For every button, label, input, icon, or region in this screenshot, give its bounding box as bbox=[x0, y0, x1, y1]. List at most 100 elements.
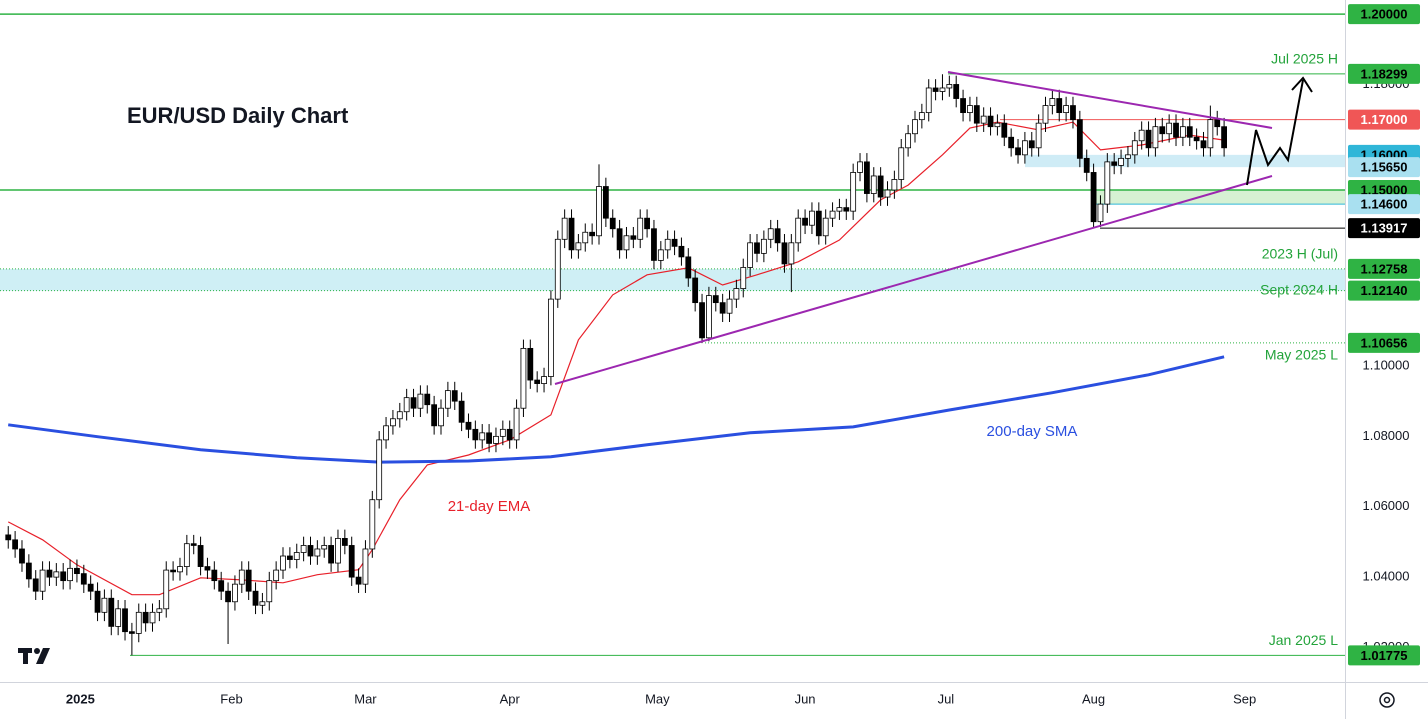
level-label: 1.15000 bbox=[1361, 182, 1408, 197]
level-box bbox=[1348, 258, 1420, 279]
candle-body bbox=[424, 393, 431, 406]
candle-body bbox=[939, 87, 946, 92]
level-box bbox=[1348, 645, 1420, 666]
candle-body bbox=[575, 242, 582, 251]
candle-body bbox=[335, 538, 341, 564]
candle-body bbox=[5, 534, 12, 541]
candle-body bbox=[623, 235, 630, 251]
candle-body bbox=[967, 105, 973, 114]
candle-body bbox=[238, 569, 245, 585]
arrow-head bbox=[1291, 76, 1313, 93]
candle-body bbox=[932, 87, 939, 92]
candle-body bbox=[19, 548, 25, 564]
candle-body bbox=[1076, 119, 1083, 159]
candle-body bbox=[987, 115, 994, 128]
level-box bbox=[1348, 109, 1420, 130]
candle-body bbox=[225, 590, 231, 603]
candle-body bbox=[884, 189, 891, 198]
level-box bbox=[1348, 332, 1420, 353]
candle-body bbox=[307, 545, 314, 557]
level-label: 1.01775 bbox=[1361, 648, 1408, 663]
candle-body bbox=[829, 210, 836, 219]
candle-body bbox=[156, 608, 163, 613]
candle-body bbox=[465, 421, 472, 430]
candle-body bbox=[589, 231, 596, 237]
level-label: 1.17000 bbox=[1361, 112, 1408, 127]
candle-body bbox=[809, 210, 815, 226]
x-tick-label: Jul bbox=[938, 691, 955, 706]
candle-body bbox=[850, 172, 857, 212]
candle-body bbox=[1111, 161, 1118, 166]
candle-body bbox=[795, 217, 802, 244]
settings-icon[interactable] bbox=[1379, 692, 1395, 708]
candle-body bbox=[122, 608, 128, 633]
zone bbox=[1095, 190, 1345, 205]
candle-body bbox=[692, 277, 699, 304]
candle-body bbox=[671, 238, 678, 247]
candle-body bbox=[719, 302, 726, 314]
candle-body bbox=[651, 228, 657, 261]
candle-body bbox=[39, 569, 46, 592]
y-tick-label: 1.04000 bbox=[1363, 569, 1410, 584]
candle-body bbox=[644, 217, 650, 230]
level-box bbox=[1348, 194, 1420, 215]
candle-body bbox=[245, 569, 252, 592]
candle-body bbox=[815, 210, 822, 237]
candle-body bbox=[321, 545, 328, 550]
candle-body bbox=[1090, 172, 1097, 223]
level-label: 1.12140 bbox=[1361, 283, 1408, 298]
x-tick-label: Apr bbox=[500, 691, 521, 706]
x-tick-label: 2025 bbox=[66, 691, 95, 706]
candle-body bbox=[438, 407, 444, 427]
level-box bbox=[1348, 63, 1420, 84]
candle-body bbox=[128, 631, 135, 634]
candle-body bbox=[802, 217, 808, 226]
candle-body bbox=[740, 267, 747, 289]
candle-body bbox=[94, 590, 101, 613]
level-label: 1.10656 bbox=[1361, 335, 1408, 350]
candle-body bbox=[12, 539, 19, 550]
y-tick-label: 1.06000 bbox=[1363, 498, 1410, 513]
candle-body bbox=[46, 569, 53, 578]
candle-body bbox=[788, 242, 795, 265]
candle-body bbox=[870, 175, 877, 194]
candle-body bbox=[1042, 105, 1049, 124]
candle-body bbox=[905, 133, 912, 149]
candle-body bbox=[1214, 119, 1221, 128]
candle-body bbox=[108, 597, 115, 627]
candle-body bbox=[403, 397, 410, 413]
candle-body bbox=[822, 217, 829, 237]
candle-body bbox=[561, 217, 568, 240]
candle-body bbox=[836, 207, 843, 212]
candle-body bbox=[548, 298, 554, 377]
candle-body bbox=[726, 298, 733, 314]
candle-body bbox=[863, 161, 870, 194]
ma-line bbox=[8, 355, 1225, 464]
candle-body bbox=[994, 122, 1001, 128]
candle-body bbox=[177, 566, 183, 573]
annotation: 2023 H (Jul) bbox=[1262, 246, 1338, 262]
candle-body bbox=[973, 105, 980, 124]
candle-body bbox=[314, 548, 321, 557]
candle-body bbox=[925, 87, 932, 114]
candle-body bbox=[1104, 161, 1111, 205]
candle-body bbox=[376, 439, 383, 501]
x-tick-label: Aug bbox=[1082, 691, 1105, 706]
x-tick-label: Feb bbox=[220, 691, 242, 706]
level-label: 1.15650 bbox=[1361, 160, 1408, 175]
candle-body bbox=[712, 295, 719, 304]
plot-area bbox=[0, 13, 1345, 656]
candle-body bbox=[53, 571, 60, 578]
candle-body bbox=[733, 288, 740, 300]
candle-body bbox=[444, 390, 451, 409]
candle-body bbox=[286, 555, 293, 560]
y-tick-label: 1.08000 bbox=[1363, 428, 1410, 443]
candle-body bbox=[1193, 136, 1200, 142]
x-tick-label: May bbox=[645, 691, 670, 706]
candle-body bbox=[149, 611, 156, 624]
candle-body bbox=[1131, 140, 1138, 156]
candle-body bbox=[754, 242, 760, 254]
y-tick-label: 1.10000 bbox=[1363, 357, 1410, 372]
candle-body bbox=[513, 407, 520, 441]
